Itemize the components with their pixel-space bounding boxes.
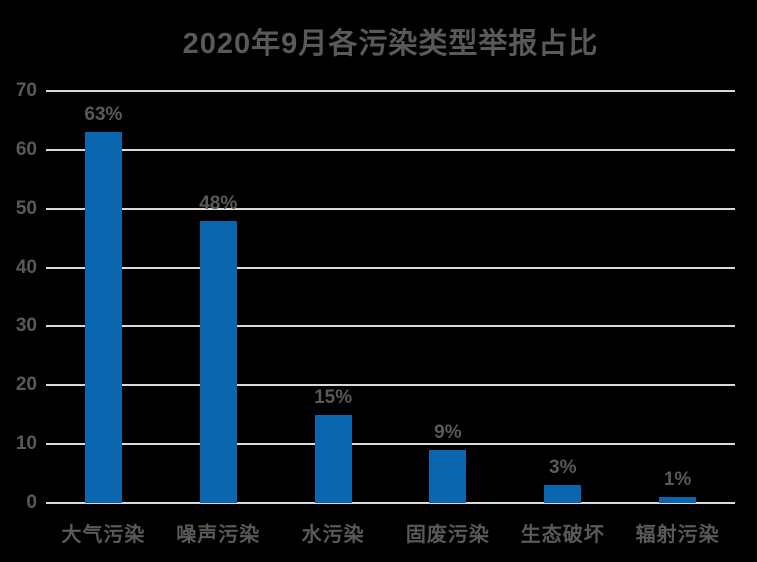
bar-value-label: 9% [434, 422, 462, 444]
y-axis-tick-label: 20 [15, 374, 37, 396]
bar-value-label: 15% [314, 386, 353, 408]
bar [544, 485, 582, 503]
category-label: 辐射污染 [635, 524, 720, 546]
bar [314, 414, 352, 503]
category-label: 水污染 [301, 524, 365, 546]
chart-title: 2020年9月各污染类型举报占比 [182, 28, 599, 60]
y-axis-tick-label: 30 [15, 315, 37, 337]
gridline [46, 90, 735, 92]
y-axis-tick-label: 10 [15, 433, 37, 455]
y-axis-tick-label: 70 [15, 80, 37, 101]
gridline [46, 443, 735, 446]
category-label: 固废污染 [405, 524, 490, 546]
plot-area: 0 10 20 30 40 50 60 70 63% 大气污染 48% 噪声污染 15% 水污染 9% 固废污… [16, 80, 735, 546]
gridline [46, 502, 735, 504]
bar-value-label: 1% [663, 469, 692, 491]
bar-value-label: 3% [549, 457, 577, 479]
category-label: 生态破坏 [520, 524, 605, 546]
gridline [46, 384, 735, 387]
category-label: 噪声污染 [176, 524, 261, 546]
bar-value-label: 63% [84, 104, 123, 126]
bar-value-label: 48% [199, 192, 238, 214]
gridline [46, 207, 735, 210]
bar [199, 220, 237, 503]
gridline [46, 325, 735, 328]
bar [84, 132, 122, 503]
y-axis-tick-label: 50 [15, 197, 37, 219]
bar [429, 450, 467, 503]
gridline [46, 266, 735, 269]
bar [659, 497, 697, 503]
y-axis-tick-label: 40 [15, 256, 37, 278]
category-label: 大气污染 [61, 524, 146, 546]
y-axis-tick-label: 0 [26, 492, 37, 513]
gridline [46, 148, 735, 151]
y-axis-tick-label: 60 [15, 138, 37, 160]
